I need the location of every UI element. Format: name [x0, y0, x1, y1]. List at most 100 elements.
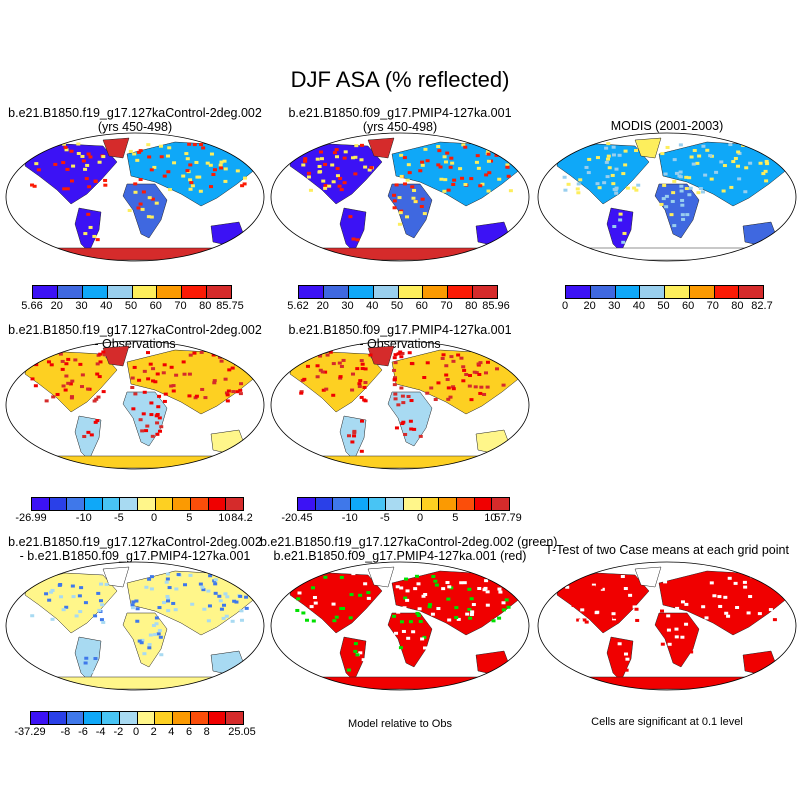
- colorbar-tick-label: 10: [218, 512, 231, 524]
- grid-cell: [411, 196, 416, 200]
- grid-cell: [439, 177, 444, 181]
- grid-cell: [97, 608, 102, 612]
- grid-cell: [684, 622, 689, 626]
- colorbar-tick-label: 40: [632, 300, 645, 312]
- colorbar-tick-label: 85.75: [216, 300, 244, 312]
- grid-cell: [232, 145, 237, 149]
- grid-cell: [86, 430, 91, 434]
- grid-cell: [158, 429, 163, 433]
- grid-cell: [44, 592, 49, 596]
- grid-cell: [152, 165, 157, 169]
- grid-cell: [153, 380, 158, 384]
- landmass-na: [289, 351, 383, 413]
- grid-cell: [240, 184, 245, 188]
- grid-cell: [211, 172, 216, 176]
- grid-cell: [443, 160, 448, 164]
- grid-cell: [758, 573, 763, 577]
- grid-cell: [65, 187, 70, 191]
- grid-cell: [394, 426, 399, 430]
- colorbar-box: [120, 498, 139, 510]
- colorbar-tick-label: -8: [60, 726, 71, 738]
- grid-cell: [669, 213, 674, 217]
- landmass-an: [299, 676, 501, 690]
- colorbar-tick-label: 20: [316, 300, 329, 312]
- grid-cell: [578, 178, 583, 182]
- grid-cell: [185, 169, 190, 173]
- grid-cell: [625, 657, 630, 661]
- grid-cell: [621, 172, 626, 176]
- grid-cell: [102, 353, 107, 357]
- grid-cell: [408, 620, 413, 624]
- grid-cell: [447, 618, 452, 622]
- grid-cell: [145, 424, 150, 428]
- grid-cell: [331, 393, 336, 397]
- grid-cell: [244, 606, 249, 610]
- grid-cell: [695, 161, 700, 165]
- grid-cell: [295, 608, 300, 612]
- grid-cell: [712, 594, 717, 598]
- grid-cell: [76, 151, 81, 155]
- grid-cell: [713, 601, 718, 605]
- colorbar-tick-label: 0: [132, 726, 140, 738]
- grid-cell: [206, 589, 211, 593]
- grid-cell: [451, 359, 456, 363]
- grid-cell: [562, 145, 567, 149]
- grid-cell: [509, 609, 514, 613]
- grid-cell: [137, 378, 142, 382]
- grid-cell: [393, 652, 398, 656]
- grid-cell: [422, 376, 427, 380]
- grid-cell: [142, 652, 147, 656]
- grid-cell: [354, 144, 359, 148]
- map-panel: [270, 561, 530, 691]
- grid-cell: [138, 202, 143, 206]
- grid-cell: [673, 595, 678, 599]
- grid-cell: [96, 395, 101, 399]
- grid-cell: [689, 650, 694, 654]
- grid-cell: [337, 361, 342, 365]
- grid-cell: [505, 165, 510, 169]
- grid-cell: [397, 196, 402, 200]
- grid-cell: [141, 190, 146, 194]
- grid-cell: [417, 607, 422, 611]
- grid-cell: [576, 182, 581, 186]
- grid-cell: [313, 601, 318, 605]
- grid-cell: [632, 605, 637, 609]
- grid-cell: [660, 642, 665, 646]
- grid-cell: [235, 169, 240, 173]
- grid-cell: [672, 224, 677, 228]
- grid-cell: [149, 215, 154, 219]
- grid-cell: [30, 377, 35, 381]
- colorbar-tick-label: 5.62: [287, 300, 309, 312]
- grid-cell: [733, 581, 738, 585]
- grid-cell: [154, 622, 159, 626]
- grid-cell: [393, 397, 398, 401]
- grid-cell: [97, 375, 102, 379]
- grid-cell: [157, 606, 162, 610]
- grid-cell: [719, 160, 724, 164]
- panel-title-line1: b.e21.B1850.f19_g17.127kaControl-2deg.00…: [260, 535, 558, 549]
- grid-cell: [103, 183, 108, 187]
- grid-cell: [436, 145, 441, 149]
- grid-cell: [718, 604, 723, 608]
- colorbar-labels: -26.99 -10 -5 0 5 10 84.2: [15, 512, 252, 524]
- grid-cell: [339, 188, 344, 192]
- colorbar-labels: 5.62 20 30 40 50 60 70 80 85.96: [287, 300, 509, 312]
- grid-cell: [309, 605, 314, 609]
- panel-title-line1: b.e21.B1850.f19_g17.127kaControl-2deg.00…: [8, 535, 262, 549]
- grid-cell: [615, 577, 620, 581]
- grid-cell: [398, 646, 403, 650]
- grid-cell: [402, 156, 407, 160]
- grid-cell: [701, 605, 706, 609]
- panel-title-line2: b.e21.B1850.f09_g17.PMIP4-127ka.001 (red…: [273, 549, 527, 563]
- map-panel: [5, 132, 265, 262]
- grid-cell: [46, 143, 51, 147]
- grid-cell: [684, 588, 689, 592]
- grid-cell: [484, 173, 489, 177]
- panel-title-line1: b.e21.B1850.f19_g17.127kaControl-2deg.00…: [8, 323, 262, 337]
- grid-cell: [187, 142, 192, 146]
- map-border: [537, 561, 797, 691]
- grid-cell: [88, 225, 93, 229]
- colorbar-tick-label: -10: [75, 512, 92, 524]
- grid-cell: [135, 607, 140, 611]
- grid-cell: [405, 598, 410, 602]
